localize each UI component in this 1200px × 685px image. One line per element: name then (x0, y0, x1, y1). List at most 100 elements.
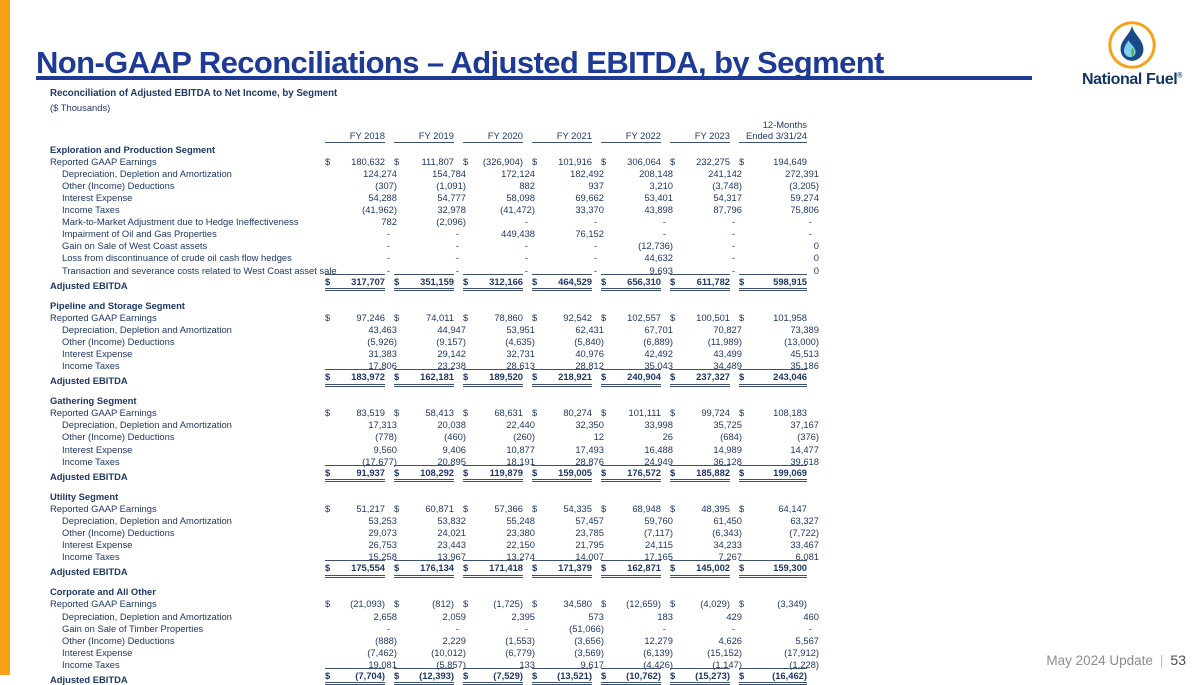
cell-group: $48,395 (670, 503, 730, 515)
cell-value: (778) (375, 431, 397, 443)
cell-group: (12,736) (613, 240, 673, 252)
table-title: Reconciliation of Adjusted EBITDA to Net… (50, 88, 338, 99)
cell-value: 23,443 (437, 539, 466, 551)
cell-value: - (808, 622, 812, 634)
cell-group: 241,142 (682, 168, 742, 180)
row-label: Mark-to-Market Adjustment due to Hedge I… (62, 216, 299, 228)
cell-value: 3,210 (649, 179, 673, 191)
table-row: Income Taxes (41,962) 32,978 (41,472) 33,370… (50, 203, 819, 216)
cell-value: 429 (726, 610, 742, 622)
cell-group: $ (3,349) (739, 598, 807, 610)
cell-group: - (544, 265, 604, 277)
dollar-sign: $ (325, 466, 331, 478)
cell-group: 13,274 (475, 551, 535, 563)
cell-group: $51,217 (325, 503, 385, 515)
cell-value: 2,658 (373, 610, 397, 622)
cell-group: 2,658 (337, 611, 397, 623)
cell-value: 15,258 (368, 551, 397, 563)
cell-group: (4,426) (613, 659, 673, 671)
cell-group: 53,253 (337, 515, 397, 527)
cell-value: 189,520 (489, 371, 523, 383)
row-label: Income Taxes (62, 204, 120, 216)
cell-group: (3,656) (544, 635, 604, 647)
table-row: Reported GAAP Earnings $ (21,093) $ (812) $ (1… (50, 598, 807, 610)
dollar-sign: $ (739, 407, 745, 419)
cell-group: 24,949 (613, 456, 673, 468)
cell-group: $54,335 (532, 503, 592, 515)
cell-value: 194,649 (773, 155, 807, 167)
table-subtitle: ($ Thousands) (50, 102, 111, 113)
cell-group: (3,205) (751, 180, 819, 192)
cell-value: 58,098 (506, 191, 535, 203)
table-row: Income Taxes 17,806 23,238 28,613 28,812 35,0… (50, 360, 819, 372)
cell-group: $176,134 (394, 560, 454, 578)
cell-value: (3,349) (777, 598, 807, 610)
table-row: Income Taxes 19,081 (5,857) 133 9,617 (4,426)… (50, 658, 819, 671)
row-label: Income Taxes (62, 360, 120, 372)
cell-value: 175,554 (351, 562, 385, 574)
cell-value: 92,542 (563, 311, 592, 323)
cell-group: - (613, 623, 673, 635)
cell-value: (12,659) (626, 598, 661, 610)
cell-value: - (386, 252, 390, 264)
cell-group: 20,038 (406, 419, 466, 431)
row-label: Income Taxes (62, 455, 120, 467)
cell-group: $240,904 (601, 369, 661, 387)
cell-group: $78,860 (463, 312, 523, 324)
segment-title: Pipeline and Storage Segment (50, 299, 185, 311)
cell-value: 61,450 (713, 514, 742, 526)
dollar-sign: $ (394, 371, 400, 383)
cell-group: (6,889) (613, 336, 673, 348)
cell-group: 62,431 (544, 324, 604, 336)
cell-group: - (406, 623, 466, 635)
cell-group: (4,635) (475, 336, 535, 348)
cell-group: $194,649 (739, 156, 807, 168)
dollar-sign: $ (601, 562, 607, 574)
dollar-sign: $ (739, 669, 745, 681)
cell-value: 62,431 (575, 323, 604, 335)
cell-value: 241,142 (708, 167, 742, 179)
dollar-sign: $ (325, 371, 331, 383)
cell-group: $611,782 (670, 273, 730, 292)
cell-value: - (524, 264, 528, 276)
cell-value: 35,725 (713, 419, 742, 431)
dollar-sign: $ (670, 311, 676, 323)
cell-group: (460) (406, 431, 466, 443)
dollar-sign: $ (325, 598, 331, 610)
row-label: Adjusted EBITDA (50, 673, 128, 685)
cell-value: 43,898 (644, 204, 673, 216)
cell-group: 31,383 (337, 348, 397, 360)
cell-value: 937 (588, 179, 604, 191)
cell-group: $189,520 (463, 369, 523, 387)
cell-group: 133 (475, 659, 535, 671)
cell-group: (51,066) (544, 623, 604, 635)
cell-value: - (662, 216, 666, 228)
cell-value: (7,704) (355, 669, 385, 681)
cell-group: 12 (544, 431, 604, 443)
cell-value: 13,967 (437, 551, 466, 563)
cell-group: 54,777 (406, 192, 466, 204)
row-label: Interest Expense (62, 443, 133, 455)
cell-group: 7,267 (682, 551, 742, 563)
row-label: Adjusted EBITDA (50, 279, 128, 291)
adjusted-ebitda-row: Adjusted EBITDA $183,972 $162,181 $189,520 $… (50, 369, 807, 387)
cell-value: 53,253 (368, 514, 397, 526)
cell-group: $101,916 (532, 156, 592, 168)
cell-value: - (455, 252, 459, 264)
cell-group: 28,876 (544, 456, 604, 468)
cell-value: 29,073 (368, 527, 397, 539)
cell-value: 14,989 (713, 443, 742, 455)
dollar-sign: $ (325, 562, 331, 574)
cell-value: 73,389 (790, 323, 819, 335)
cell-group: - (613, 216, 673, 228)
cell-value: (21,093) (350, 598, 385, 610)
dollar-sign: $ (532, 598, 538, 610)
row-label: Reported GAAP Earnings (50, 598, 157, 610)
cell-value: 243,046 (773, 371, 807, 383)
dollar-sign: $ (463, 598, 469, 610)
cell-value: 183,972 (351, 371, 385, 383)
cell-group: 32,350 (544, 419, 604, 431)
table-row: Interest Expense 26,753 23,443 22,150 21,795… (50, 539, 819, 551)
cell-group: 67,701 (613, 324, 673, 336)
cell-value: (1,228) (789, 658, 819, 670)
